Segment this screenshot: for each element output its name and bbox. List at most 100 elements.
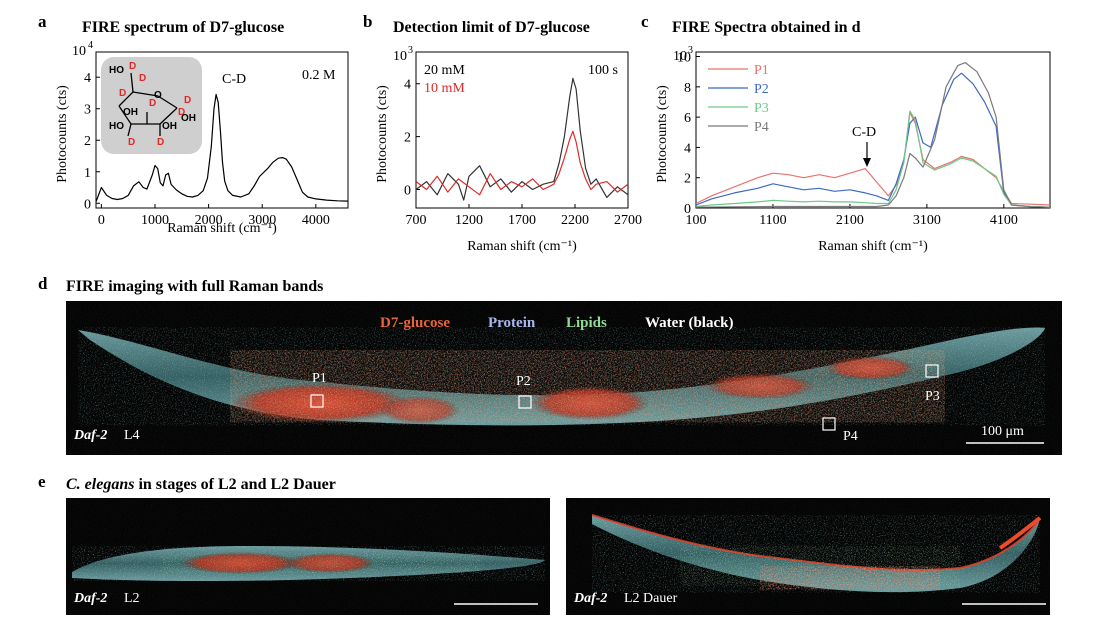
panel-c-xtick-label-0: 100 xyxy=(686,213,707,228)
roi-box-p4 xyxy=(822,417,836,431)
panel-c-xlabel: Raman shift (cm⁻¹) xyxy=(818,239,928,254)
panel-e-left-strain: Daf-2 xyxy=(73,591,107,606)
roi-label-p2: P2 xyxy=(516,374,531,389)
panel-c-ytick-label-4: 8 xyxy=(684,81,691,96)
panel-c-frame xyxy=(695,51,1051,209)
panel-b-ytick-label-0: 0 xyxy=(404,183,411,198)
panel-c-series-p1 xyxy=(696,112,1050,206)
roi-label-p3: P3 xyxy=(925,389,940,404)
panel-b-legend-1: 10 mM xyxy=(424,81,465,96)
dauer-glucose xyxy=(760,566,940,590)
dauer-tail-signal xyxy=(998,516,1042,550)
panel-d: d FIRE imaging with full Raman bands D7-… xyxy=(38,274,1062,455)
molecule-atom-10: OH xyxy=(123,107,138,118)
panel-b-time-label: 100 s xyxy=(588,63,618,78)
panel-b-xtick-label-1: 1200 xyxy=(455,213,483,228)
panel-a-exp-pow: 4 xyxy=(88,40,93,51)
panel-a-peak-label: C-D xyxy=(222,72,246,87)
channel-label-3: Water (black) xyxy=(645,315,733,331)
panel-c-peak-label: C-D xyxy=(852,125,876,140)
panel-letter-c: c xyxy=(641,12,649,31)
channel-label-1: Protein xyxy=(488,315,536,331)
panel-a-ytick-label-0: 0 xyxy=(84,197,91,212)
panel-d-stage: L4 xyxy=(124,428,140,443)
dauer-worm-texture xyxy=(592,515,1040,593)
roi-box-p2 xyxy=(518,395,532,409)
panel-a-ytick-label-4: 4 xyxy=(84,71,91,86)
panel-c-xtick-label-4: 4100 xyxy=(990,213,1018,228)
l2-lipids xyxy=(160,553,480,573)
panel-d-scale-label: 100 μm xyxy=(981,424,1024,439)
molecule-atom-1: D xyxy=(129,61,136,72)
molecule-atom-4: O xyxy=(154,90,162,101)
panel-a-ytick-label-3: 3 xyxy=(84,103,91,118)
panel-c-series-p3 xyxy=(696,110,1050,208)
panel-c-ytick-label-5: 10 xyxy=(677,51,691,66)
roi-label-p4: P4 xyxy=(843,429,858,444)
panel-b-ytick-label-1: 2 xyxy=(404,131,411,146)
panel-c-ytick-label-0: 0 xyxy=(684,202,691,217)
panel-e-title-rest: in stages of L2 and L2 Dauer xyxy=(134,476,335,493)
panel-letter-b: b xyxy=(363,12,372,31)
panel-a-series-0 xyxy=(96,93,348,202)
channel-label-2: Lipids xyxy=(566,315,607,331)
channel-label-0: D7-glucose xyxy=(380,315,450,331)
panel-b-title: Detection limit of D7-glucose xyxy=(393,19,590,36)
panel-c-ytick-label-1: 2 xyxy=(684,172,691,187)
panel-d-title: FIRE imaging with full Raman bands xyxy=(66,278,323,295)
panel-b: b Detection limit of D7-glucose 10 3 Pho… xyxy=(363,12,642,254)
panel-a-xtick-label-1: 1000 xyxy=(141,213,169,228)
panel-b-ylabel: Photocounts (cts) xyxy=(375,85,390,183)
panel-a-ylabel: Photocounts (cts) xyxy=(55,85,70,183)
panel-b-series-10-mm xyxy=(416,130,628,196)
panel-b-xlabel: Raman shift (cm⁻¹) xyxy=(467,239,577,254)
panel-c-peak-arrow-head xyxy=(863,158,871,167)
panel-a-ytick-label-1: 1 xyxy=(84,166,91,181)
panel-a-conc-label: 0.2 M xyxy=(302,68,336,83)
panel-e-left-stage: L2 xyxy=(124,591,140,606)
roi-box-p1 xyxy=(310,394,324,408)
panel-a-frame xyxy=(95,51,349,209)
panel-c-ytick-label-2: 4 xyxy=(684,141,691,156)
molecule-inset-background xyxy=(101,57,202,154)
panel-c-xtick-label-1: 1100 xyxy=(759,213,786,228)
dauer-cuticle-edge xyxy=(591,514,1041,572)
roi-box-p3 xyxy=(925,364,939,378)
panel-c-ylabel: Photocounts (cts) xyxy=(655,85,670,183)
panel-letter-d: d xyxy=(38,274,48,293)
panel-c-legend: P1 P2 P3 P4 xyxy=(708,63,769,135)
panel-a-xlabel: Raman shift (cm⁻¹) xyxy=(167,221,277,236)
molecule-atom-7: OH xyxy=(181,113,196,124)
panel-c-series xyxy=(696,62,1050,208)
panel-a-xtick-label-0: 0 xyxy=(98,213,105,228)
panel-c-xtick-label-2: 2100 xyxy=(836,213,864,228)
panel-b-legend: 20 mM 10 mM xyxy=(424,63,465,96)
panel-c-xtick-label-3: 3100 xyxy=(913,213,941,228)
molecule-atom-13: D xyxy=(157,137,164,148)
panel-a-xtick-label-3: 3000 xyxy=(248,213,276,228)
panel-c-title: FIRE Spectra obtained in d xyxy=(672,19,861,36)
panel-e-right-noise xyxy=(566,498,1050,615)
molecule-atom-2: D xyxy=(139,73,146,84)
molecule-atom-5: D xyxy=(184,95,191,106)
panel-e-right-stage: L2 Dauer xyxy=(624,591,678,606)
panel-c-legend-label-2: P3 xyxy=(754,101,769,116)
panel-d-strain: Daf-2 xyxy=(73,428,107,443)
panel-c-exp-pow: 3 xyxy=(688,45,693,56)
panel-a-ytick-label-2: 2 xyxy=(84,134,91,149)
panel-c-series-p4 xyxy=(696,62,1050,208)
panel-e: e C. elegans in stages of L2 and L2 Daue… xyxy=(38,472,1050,615)
glucose-signal xyxy=(230,350,945,423)
panel-a-exp-base: 10 xyxy=(72,44,86,59)
panel-b-xtick-label-3: 2200 xyxy=(561,213,589,228)
panel-c-legend-label-3: P4 xyxy=(754,120,769,135)
molecule-atom-12: D xyxy=(128,137,135,148)
molecule-atom-3: D xyxy=(119,88,126,99)
panel-c-ticks: 100 1100 2100 3100 4100 0 2 4 6 8 10 xyxy=(677,51,1018,228)
panel-e-right-strain: Daf-2 xyxy=(573,591,607,606)
panel-b-exp-pow: 3 xyxy=(408,45,413,56)
panel-c-legend-label-0: P1 xyxy=(754,63,769,78)
panel-d-channel-legend: D7-glucose Protein Lipids Water (black) xyxy=(380,315,733,331)
panel-e-title: C. elegans in stages of L2 and L2 Dauer xyxy=(66,476,336,493)
